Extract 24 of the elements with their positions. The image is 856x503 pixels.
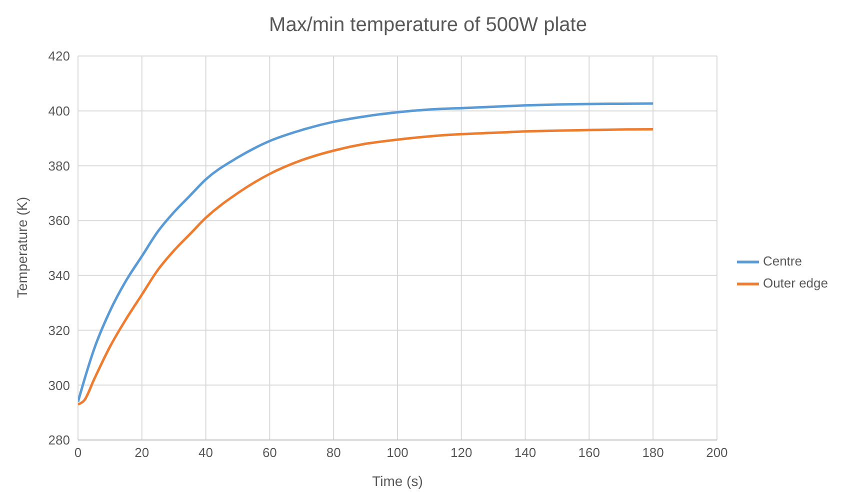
y-tick-label: 320: [48, 322, 70, 338]
x-tick-label: 160: [578, 445, 600, 460]
x-tick-label: 140: [514, 445, 536, 460]
y-tick-label: 420: [48, 48, 70, 64]
x-tick-label: 0: [74, 445, 82, 460]
x-tick-label: 120: [450, 445, 472, 460]
x-tick-label: 40: [198, 445, 214, 460]
y-tick-label: 300: [48, 378, 70, 393]
x-tick-label: 80: [326, 445, 341, 460]
x-tick-label: 60: [262, 445, 277, 460]
legend-label: Centre: [762, 253, 802, 268]
y-tick-label: 360: [48, 213, 70, 228]
y-axis-title: Temperature (K): [14, 196, 30, 298]
chart-title: Max/min temperature of 500W plate: [268, 13, 588, 38]
x-tick-label: 20: [134, 445, 150, 460]
legend-label: Outer edge: [762, 275, 828, 290]
x-tick-label: 180: [642, 445, 664, 460]
x-tick-label: 100: [386, 445, 408, 460]
y-tick-label: 340: [48, 268, 70, 284]
y-tick-label: 280: [48, 432, 70, 448]
x-axis-title: Time (s): [372, 473, 423, 489]
y-tick-label: 400: [48, 103, 70, 118]
y-tick-label: 380: [48, 158, 70, 174]
x-tick-label: 200: [706, 445, 728, 460]
